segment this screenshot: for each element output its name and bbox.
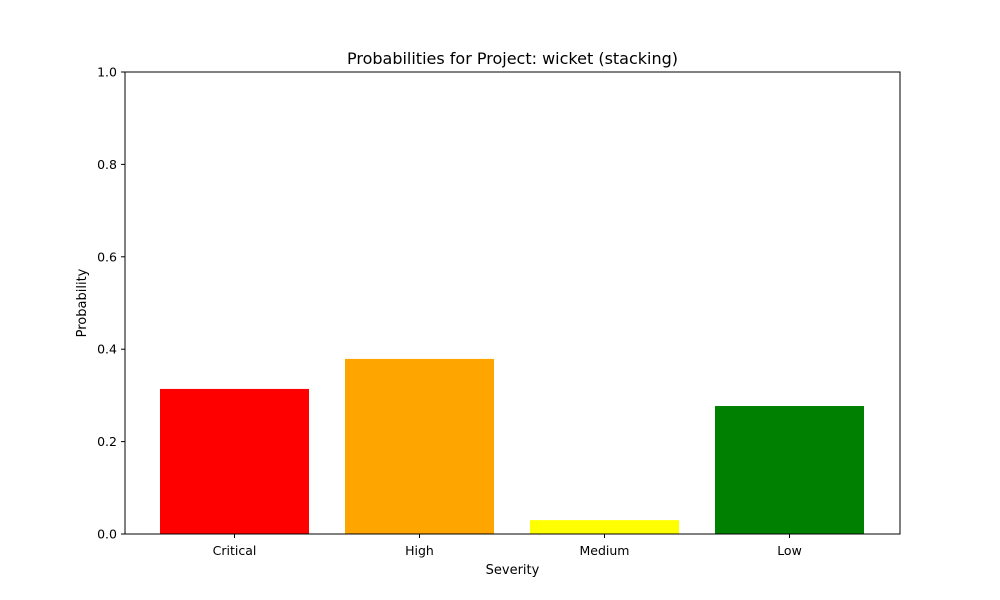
bar-high bbox=[345, 358, 494, 534]
x-axis: Critical High Medium Low bbox=[213, 534, 802, 558]
plot-frame bbox=[124, 71, 901, 535]
y-tick-label: 0.8 bbox=[97, 157, 117, 172]
x-tick-label-critical: Critical bbox=[213, 543, 257, 558]
y-tick-label: 0.6 bbox=[97, 249, 117, 264]
x-tick-label-high: High bbox=[405, 543, 434, 558]
y-tick-label: 0.0 bbox=[97, 527, 117, 542]
bars bbox=[160, 358, 864, 534]
x-tick-label-medium: Medium bbox=[580, 543, 630, 558]
y-axis: 0.0 0.2 0.4 0.6 0.8 1.0 bbox=[97, 65, 125, 542]
bar-medium bbox=[530, 520, 679, 534]
x-axis-label: Severity bbox=[486, 563, 540, 578]
y-axis-label: Probability bbox=[75, 268, 90, 337]
y-tick-label: 0.4 bbox=[97, 342, 117, 357]
chart-title: Probabilities for Project: wicket (stack… bbox=[347, 49, 678, 68]
y-tick-label: 0.2 bbox=[97, 434, 117, 449]
x-tick-label-low: Low bbox=[777, 543, 802, 558]
bar-low bbox=[715, 406, 864, 534]
y-tick-label: 1.0 bbox=[97, 65, 117, 80]
bar-critical bbox=[160, 388, 309, 534]
